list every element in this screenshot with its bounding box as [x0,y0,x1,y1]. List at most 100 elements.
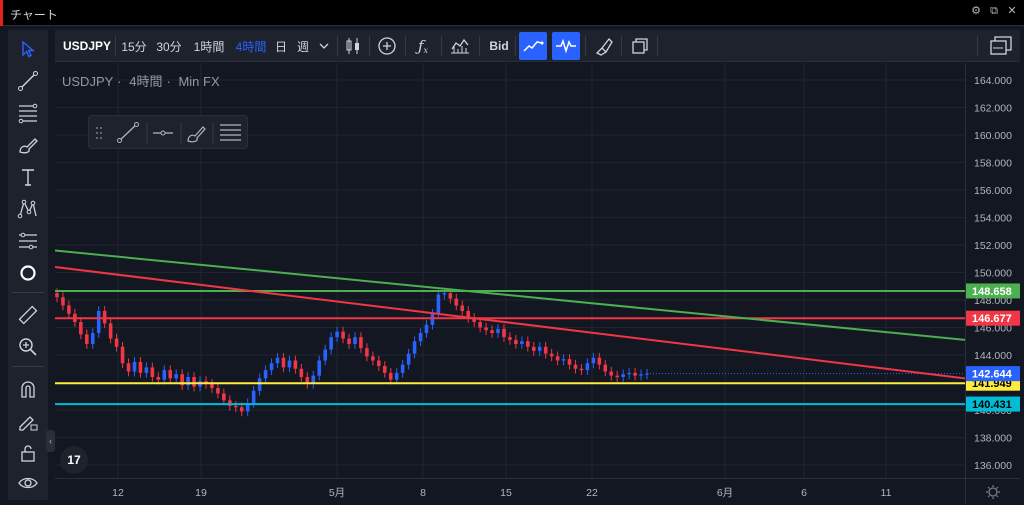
chart-type-icon[interactable] [447,30,473,62]
price-tick-label: 144.000 [974,350,1012,362]
candle-body [323,349,327,361]
price-tag [966,283,1020,299]
candle-body [55,293,59,298]
candle-body [454,298,459,306]
candle-body [382,366,387,373]
trend-line-icon[interactable] [14,68,42,94]
candle-body [406,353,411,365]
wave-icon[interactable] [552,32,580,60]
candle-body [609,371,614,376]
pencil-lock-icon[interactable] [14,408,42,434]
circle-icon[interactable] [14,260,42,286]
candle-body [537,346,542,351]
symbol-button[interactable]: USDJPY [62,39,112,53]
candle-body [430,313,435,325]
fib-icon[interactable] [220,124,241,141]
price-tag-label: 148.658 [972,286,1012,298]
settings-gear-icon[interactable] [986,485,1000,499]
interval-15m[interactable]: 15分 [121,39,147,54]
collapse-toolbar-button[interactable]: ‹ [46,430,55,452]
candle-body [79,322,83,335]
chevron-down-icon[interactable] [317,30,331,62]
ruler-icon[interactable] [14,302,42,328]
candle-body [293,360,298,369]
line-tool-icon[interactable] [519,32,547,60]
candle-body [335,331,339,338]
toolbar-divider [515,36,516,56]
candle-body [418,333,423,342]
chart-settings-corner[interactable] [965,478,1020,504]
pattern-icon[interactable] [14,196,42,222]
time-scale[interactable]: 12 19 5月 8 15 22 6月 6 11 [55,478,965,504]
candle-body [526,341,530,347]
candle-body [520,341,524,344]
candle-body [484,327,488,331]
candle-body [555,356,560,361]
brush-icon[interactable] [187,126,206,143]
candle-body [102,311,107,324]
toolbar-divider [621,36,622,56]
candles-icon[interactable] [343,30,363,62]
toolbar-divider [441,36,442,56]
price-tick-label: 162.000 [974,103,1012,115]
candle-body [633,372,637,376]
drag-handle-icon[interactable] [96,127,102,139]
candle-body [448,293,453,299]
interval-1h[interactable]: 1時間 [193,39,225,54]
fib-icon[interactable] [14,100,42,126]
price-tick-label: 160.000 [974,130,1012,142]
candle-body [591,357,596,364]
chart-svg[interactable] [54,63,966,478]
layouts-icon[interactable] [987,30,1015,62]
candle-body [317,360,322,376]
brush-icon[interactable] [591,30,617,62]
tradingview-logo[interactable]: 17 [60,446,88,474]
interval-30m[interactable]: 30分 [156,39,182,54]
brush-icon[interactable] [14,132,42,158]
interval-day[interactable]: 日 [274,39,287,54]
candle-body [353,337,357,344]
candle-body [329,337,333,350]
text-icon[interactable] [14,164,42,190]
legend-interval: 4時間 [129,74,163,89]
add-compare-icon[interactable] [375,30,399,62]
eye-icon[interactable] [14,470,42,496]
candle-body [311,375,316,384]
candle-body [168,370,173,379]
magnet-icon[interactable] [14,376,42,402]
candle-body [549,353,554,357]
trend-line-icon[interactable] [117,122,139,143]
candle-body [365,348,369,357]
candle-body [543,346,548,354]
horizontal-ray-icon[interactable] [153,130,173,136]
zoom-in-icon[interactable] [14,334,42,360]
toolbar-divider [337,36,338,56]
interval-4h[interactable]: 4時間 [235,39,267,54]
time-tick-label: 22 [586,487,598,499]
unlock-icon[interactable] [14,440,42,466]
time-scale-svg: 12 19 5月 8 15 22 6月 6 11 [112,487,891,499]
price-scale[interactable]: 164.000 162.000 160.000 158.000 156.000 154.0… [965,63,1020,478]
candle-body [222,393,226,401]
candle-body [603,364,608,372]
candle-body [239,407,244,412]
candle-body [269,363,274,371]
candle-body [162,370,167,380]
bid-button[interactable]: Bid [489,39,509,53]
interval-week[interactable]: 週 [296,39,309,54]
candle-body [299,368,304,377]
popout-icon[interactable]: ⧉ [990,5,998,17]
candle-body [156,377,161,380]
gear-icon[interactable]: ⚙ [971,5,981,17]
current-price-label: 142.644 [972,369,1013,381]
toolbar-divider [657,36,658,56]
layout-icon[interactable] [627,30,653,62]
price-tick-label: 136.000 [974,460,1012,472]
candle-body [460,305,465,311]
candle-body [388,372,393,380]
price-tick-label: 164.000 [974,75,1012,87]
close-icon[interactable]: ✕ [1007,5,1017,17]
cursor-icon[interactable] [14,36,42,62]
prediction-icon[interactable] [14,228,42,254]
